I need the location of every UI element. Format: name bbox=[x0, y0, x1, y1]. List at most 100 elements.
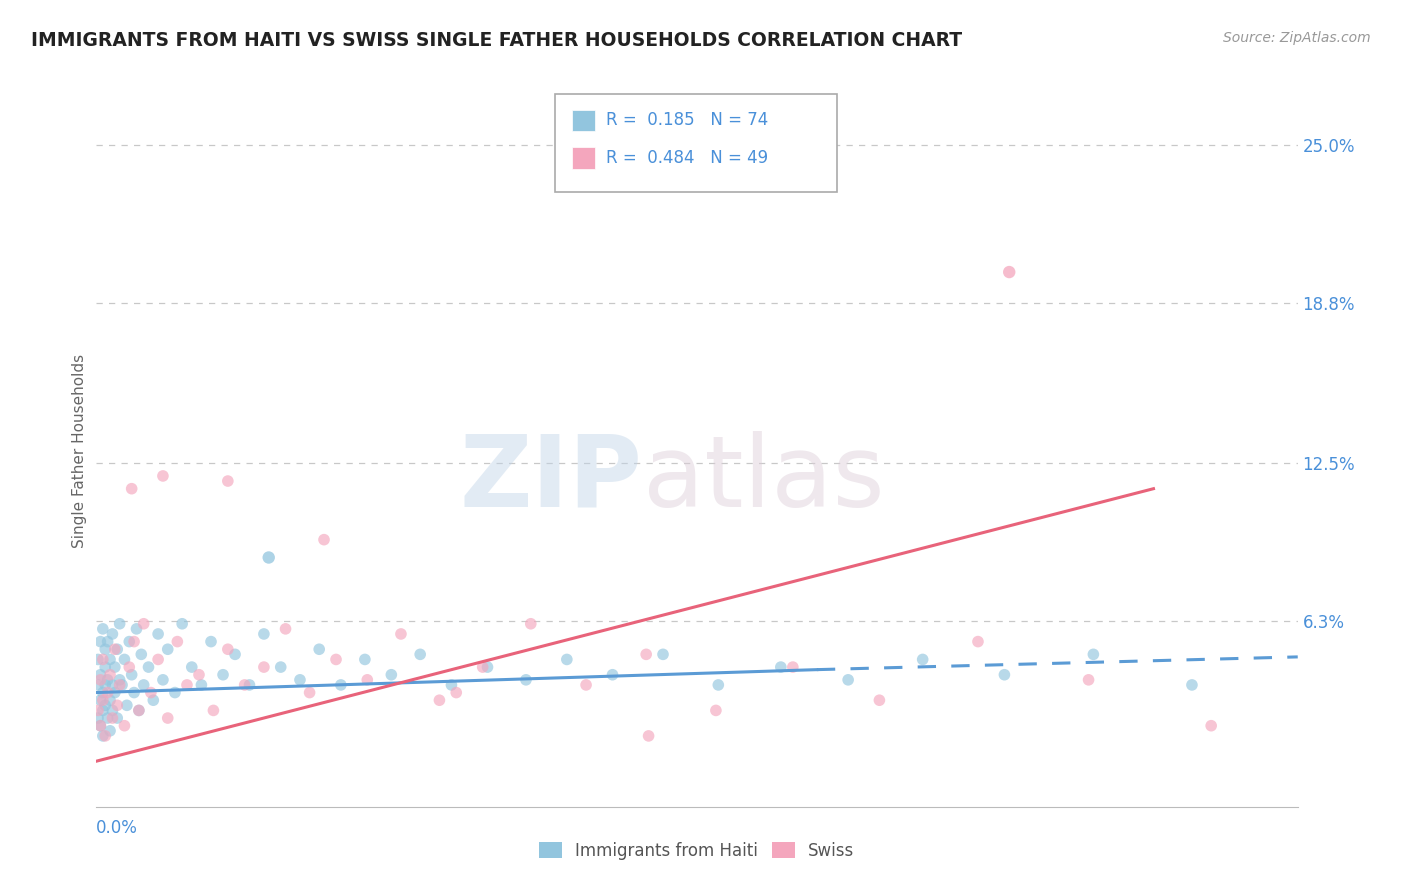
Point bbox=[138, 660, 160, 674]
Point bbox=[257, 550, 280, 565]
Point bbox=[769, 660, 792, 674]
Point bbox=[132, 616, 155, 631]
Point bbox=[129, 648, 152, 662]
Point bbox=[97, 673, 120, 687]
Point bbox=[87, 678, 110, 692]
Point bbox=[217, 642, 239, 657]
Point bbox=[89, 719, 111, 733]
Legend: Immigrants from Haiti, Swiss: Immigrants from Haiti, Swiss bbox=[531, 836, 862, 867]
Point bbox=[91, 622, 114, 636]
Point bbox=[967, 634, 990, 648]
Point bbox=[444, 685, 467, 699]
Point bbox=[105, 711, 128, 725]
Point bbox=[1083, 648, 1105, 662]
Point bbox=[356, 673, 378, 687]
Point bbox=[94, 660, 117, 674]
Point bbox=[142, 693, 165, 707]
Point bbox=[146, 652, 169, 666]
Point bbox=[91, 693, 114, 707]
Point bbox=[94, 729, 117, 743]
Point bbox=[91, 685, 114, 699]
Point bbox=[152, 469, 174, 483]
Point bbox=[122, 685, 145, 699]
Point bbox=[704, 703, 727, 717]
Point bbox=[125, 622, 148, 636]
Point bbox=[101, 711, 124, 725]
Point bbox=[652, 648, 675, 662]
Point bbox=[89, 634, 111, 648]
Y-axis label: Single Father Households: Single Father Households bbox=[72, 353, 87, 548]
Point bbox=[477, 660, 499, 674]
Point bbox=[637, 729, 659, 743]
Point bbox=[128, 703, 150, 717]
Point bbox=[104, 685, 127, 699]
Point bbox=[87, 703, 110, 717]
Point bbox=[114, 652, 136, 666]
Point bbox=[782, 660, 804, 674]
Point bbox=[993, 667, 1015, 681]
Point bbox=[163, 685, 186, 699]
Point bbox=[104, 660, 127, 674]
Point bbox=[166, 634, 188, 648]
Text: 0.0%: 0.0% bbox=[96, 819, 138, 837]
Point bbox=[429, 693, 451, 707]
Point bbox=[105, 698, 128, 713]
Point bbox=[111, 678, 134, 692]
Point bbox=[217, 474, 239, 488]
Point bbox=[139, 685, 162, 699]
Point bbox=[202, 703, 225, 717]
Text: IMMIGRANTS FROM HAITI VS SWISS SINGLE FATHER HOUSEHOLDS CORRELATION CHART: IMMIGRANTS FROM HAITI VS SWISS SINGLE FA… bbox=[31, 31, 962, 50]
Point bbox=[176, 678, 198, 692]
Point bbox=[190, 678, 212, 692]
Point bbox=[91, 703, 114, 717]
Point bbox=[94, 642, 117, 657]
Point bbox=[298, 685, 321, 699]
Point bbox=[212, 667, 235, 681]
Point bbox=[115, 698, 138, 713]
Point bbox=[308, 642, 330, 657]
Point bbox=[97, 711, 120, 725]
Text: ZIP: ZIP bbox=[460, 431, 643, 527]
Point bbox=[707, 678, 730, 692]
Point bbox=[98, 723, 121, 738]
Point bbox=[87, 711, 110, 725]
Point bbox=[1077, 673, 1099, 687]
Point bbox=[101, 703, 124, 717]
Text: atlas: atlas bbox=[643, 431, 884, 527]
Point bbox=[274, 622, 297, 636]
Point bbox=[97, 634, 120, 648]
Point bbox=[325, 652, 347, 666]
Point bbox=[152, 673, 174, 687]
Point bbox=[108, 678, 131, 692]
Point bbox=[998, 265, 1021, 279]
Point bbox=[224, 648, 246, 662]
Point bbox=[94, 698, 117, 713]
Point bbox=[288, 673, 311, 687]
Point bbox=[105, 642, 128, 657]
Point bbox=[172, 616, 194, 631]
Point bbox=[132, 678, 155, 692]
Point bbox=[837, 673, 859, 687]
Point bbox=[911, 652, 934, 666]
Point bbox=[101, 678, 124, 692]
Point bbox=[118, 634, 141, 648]
Point bbox=[868, 693, 890, 707]
Point bbox=[121, 482, 143, 496]
Point bbox=[354, 652, 377, 666]
Point bbox=[97, 685, 120, 699]
Point bbox=[270, 660, 292, 674]
Point bbox=[101, 627, 124, 641]
Text: Source: ZipAtlas.com: Source: ZipAtlas.com bbox=[1223, 31, 1371, 45]
Point bbox=[440, 678, 463, 692]
Point bbox=[114, 719, 136, 733]
Point bbox=[108, 673, 131, 687]
Point bbox=[575, 678, 598, 692]
Point bbox=[122, 634, 145, 648]
Point bbox=[329, 678, 352, 692]
Point bbox=[98, 693, 121, 707]
Point bbox=[253, 627, 276, 641]
Point bbox=[555, 652, 578, 666]
Point bbox=[156, 711, 179, 725]
Point bbox=[91, 652, 114, 666]
Point bbox=[89, 673, 111, 687]
